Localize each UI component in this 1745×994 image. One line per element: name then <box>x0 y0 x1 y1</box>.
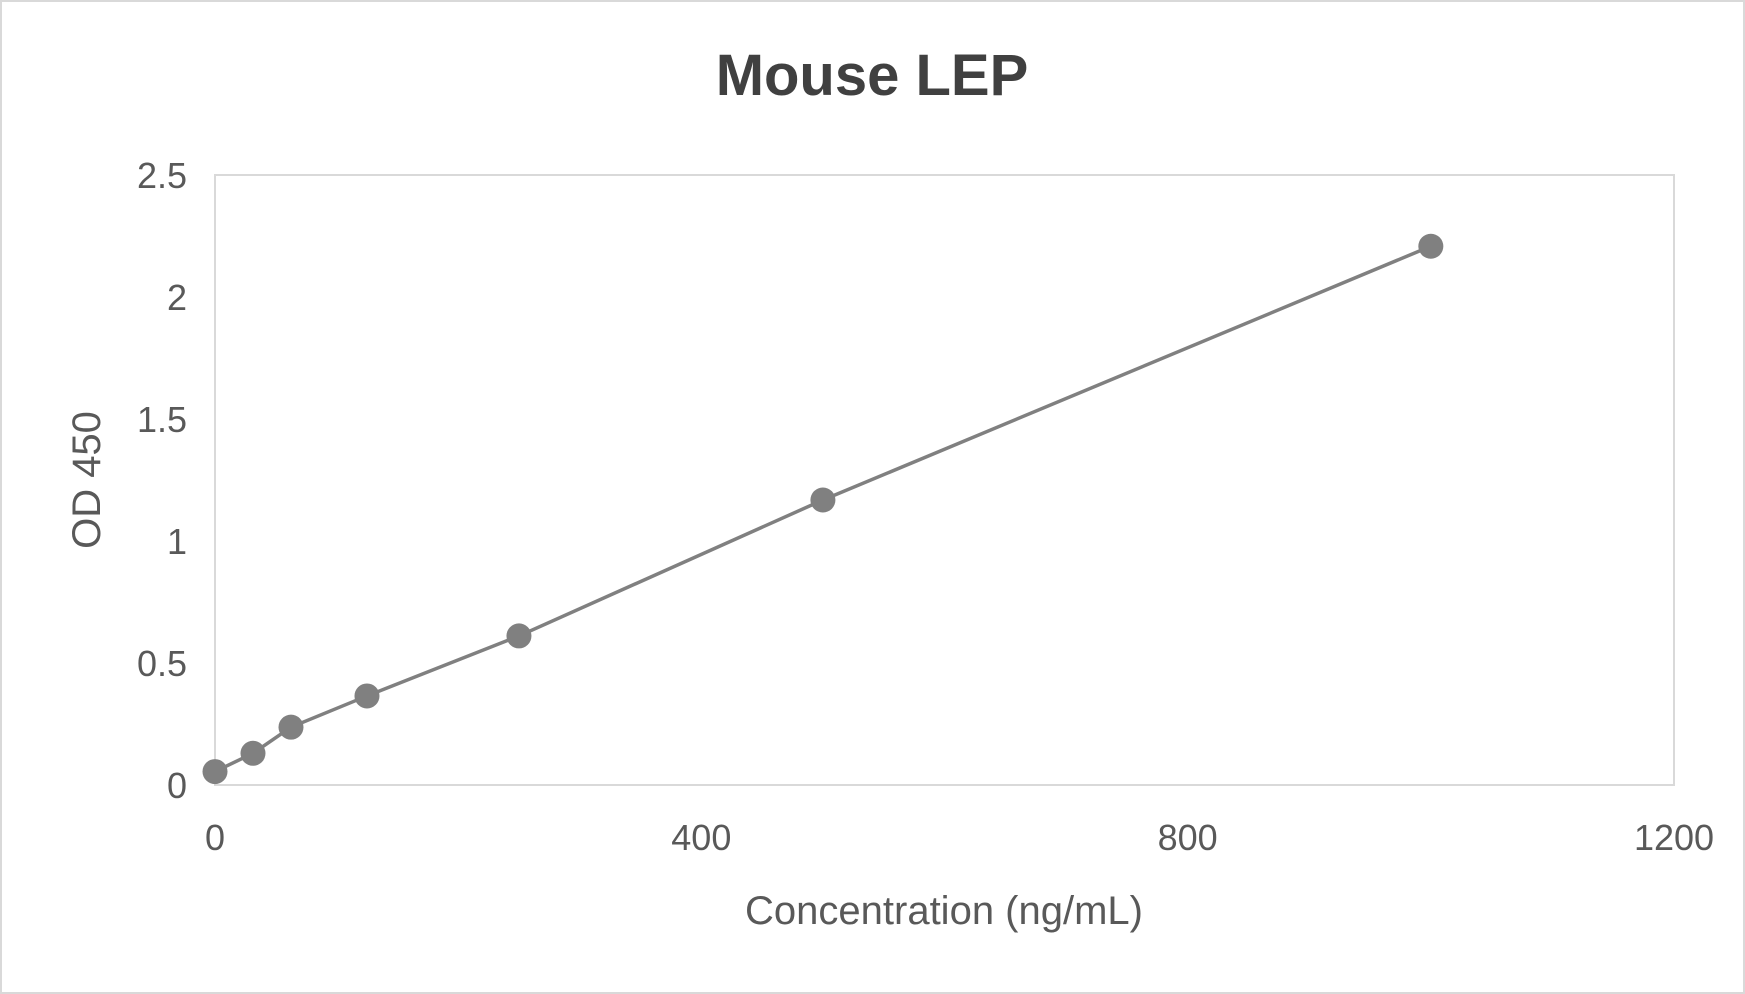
y-axis-label: OD 450 <box>65 411 109 549</box>
x-tick-label: 1200 <box>1634 817 1714 858</box>
y-tick-label: 2.5 <box>137 155 187 196</box>
data-point <box>354 683 380 709</box>
y-tick-label: 1 <box>167 521 187 562</box>
y-tick-label: 0.5 <box>137 643 187 684</box>
x-tick-label: 400 <box>671 817 731 858</box>
x-tick-label: 0 <box>205 817 225 858</box>
data-point <box>202 759 228 785</box>
x-tick-label: 800 <box>1158 817 1218 858</box>
y-tick-label: 1.5 <box>137 399 187 440</box>
chart-title: Mouse LEP <box>716 43 1029 108</box>
data-point <box>240 740 266 766</box>
data-point <box>1418 233 1444 259</box>
data-point <box>278 714 304 740</box>
y-tick-label: 0 <box>167 765 187 806</box>
plot-area <box>214 174 1675 786</box>
data-point <box>810 487 836 513</box>
y-tick-label: 2 <box>167 277 187 318</box>
data-point <box>506 623 532 649</box>
x-axis-label: Concentration (ng/mL) <box>745 889 1143 933</box>
